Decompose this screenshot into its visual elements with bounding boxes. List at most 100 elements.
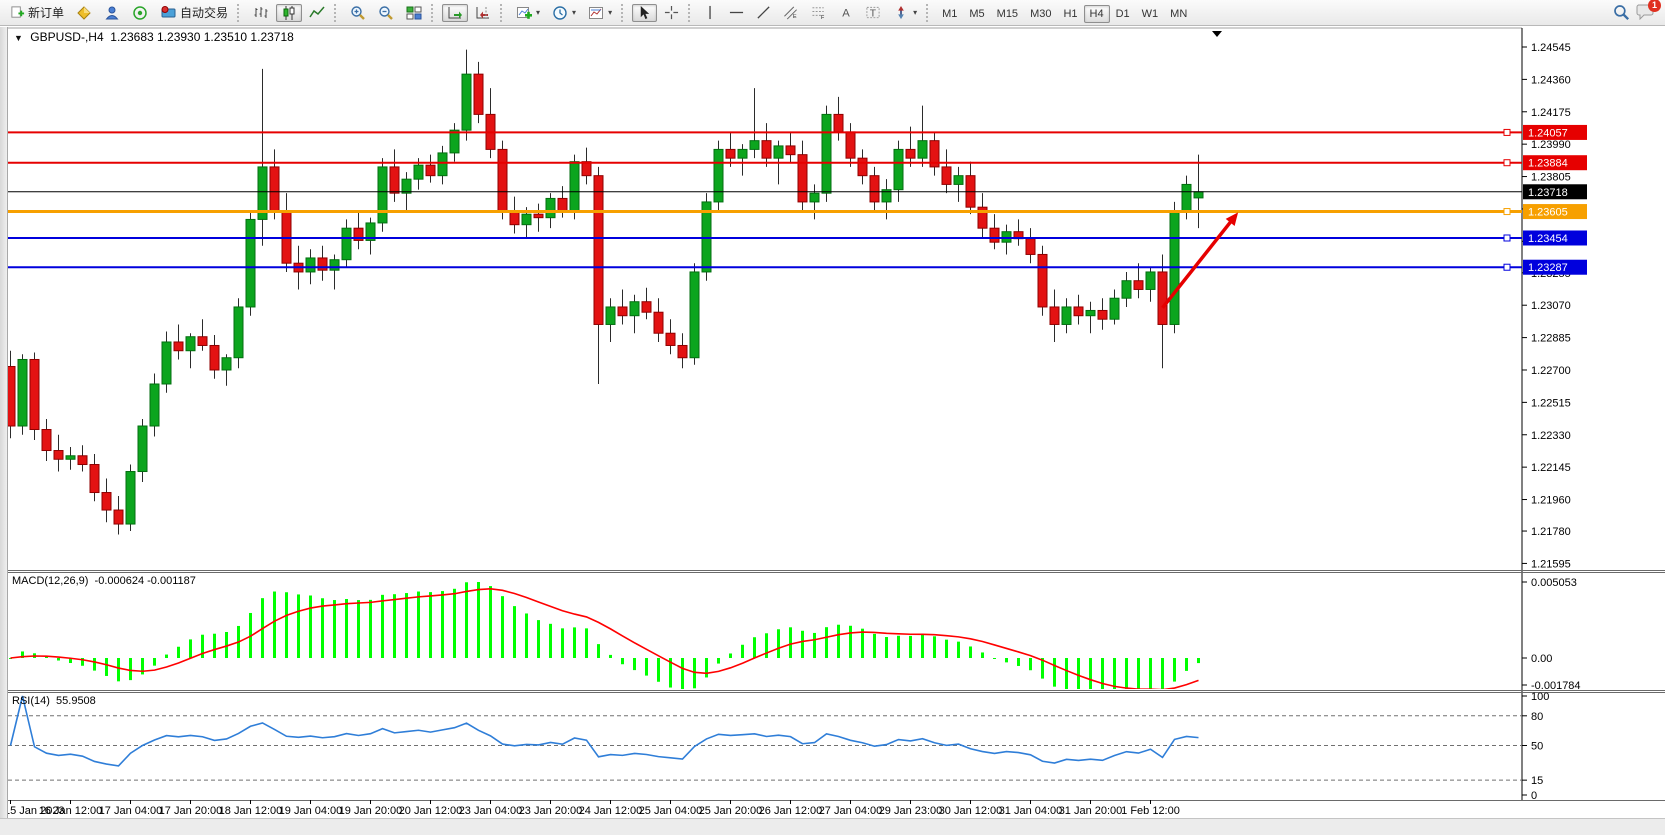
- window-left-edge: [0, 27, 8, 818]
- svg-text:1.23718: 1.23718: [1528, 187, 1568, 199]
- chart-shift-marker[interactable]: [1212, 31, 1222, 37]
- equidistant-channel-button[interactable]: E: [778, 4, 804, 22]
- svg-text:100: 100: [1531, 691, 1549, 703]
- candle: [161, 341, 172, 385]
- timeframe-button-H4[interactable]: H4: [1083, 4, 1110, 23]
- timeframe-button-MN[interactable]: MN: [1170, 7, 1188, 20]
- zoom-in-button[interactable]: [345, 4, 371, 22]
- notifications-button[interactable]: 1: [1636, 0, 1661, 23]
- candle: [329, 259, 340, 271]
- navigator-button[interactable]: [127, 4, 153, 22]
- toolbar-right-group: 1: [1613, 0, 1661, 23]
- trend-arrow-annotation[interactable]: [1161, 212, 1239, 309]
- crosshair-button[interactable]: [659, 4, 684, 22]
- svg-text:23 Jan 20:00: 23 Jan 20:00: [519, 805, 583, 817]
- line-chart-type-button[interactable]: [304, 4, 330, 22]
- candle: [425, 164, 436, 177]
- signal-icon: [133, 5, 147, 20]
- diamond-icon: [77, 5, 91, 20]
- svg-text:50: 50: [1531, 741, 1543, 753]
- rsi-line: [9, 695, 1199, 767]
- svg-text:19 Jan 20:00: 19 Jan 20:00: [339, 805, 403, 817]
- horizontal-line-button[interactable]: [724, 4, 749, 22]
- templates-icon: [589, 6, 604, 19]
- zoom-out-button[interactable]: [373, 4, 399, 22]
- price-badge: [1523, 204, 1587, 220]
- line-handle[interactable]: [1503, 234, 1511, 242]
- svg-text:1.23884: 1.23884: [1528, 158, 1568, 170]
- svg-text:25 Jan 20:00: 25 Jan 20:00: [699, 805, 763, 817]
- candlestick-chart-type-button[interactable]: [276, 3, 303, 22]
- timeframe-button-W1[interactable]: W1: [1141, 7, 1159, 20]
- timeframe-button-D1[interactable]: D1: [1115, 7, 1130, 20]
- chart-header: ▼ GBPUSD-,H4 1.23683 1.23930 1.23510 1.2…: [14, 30, 294, 44]
- cursor-button[interactable]: [632, 3, 658, 22]
- candle: [137, 425, 148, 473]
- vertical-line-button[interactable]: [699, 4, 722, 22]
- candle: [53, 450, 64, 460]
- data-window-button[interactable]: [99, 4, 125, 22]
- candle: [257, 166, 268, 220]
- candle: [869, 175, 880, 203]
- tile-windows-button[interactable]: [401, 4, 427, 22]
- indicators-button[interactable]: ▾: [511, 4, 545, 22]
- svg-text:27 Jan 04:00: 27 Jan 04:00: [819, 805, 883, 817]
- candle: [653, 311, 664, 334]
- market-watch-button[interactable]: [71, 4, 97, 22]
- symbol-dropdown-icon[interactable]: ▼: [14, 33, 23, 43]
- candle: [41, 429, 52, 452]
- main-toolbar: 新订单 自动交易 ▾ ▾: [0, 0, 1665, 26]
- indicators-icon: [517, 6, 533, 19]
- candle: [401, 178, 412, 194]
- line-handle[interactable]: [1503, 159, 1511, 167]
- candle: [833, 113, 844, 133]
- toolbar-grip: [237, 3, 244, 22]
- candle: [749, 140, 760, 150]
- text-button[interactable]: A: [834, 4, 858, 22]
- timeframe-button-H1[interactable]: H1: [1063, 7, 1078, 20]
- line-handle[interactable]: [1503, 128, 1511, 136]
- timeframe-button-M15[interactable]: M15: [996, 7, 1019, 20]
- timeframe-button-M5[interactable]: M5: [969, 7, 985, 20]
- timeframe-button-M30[interactable]: M30: [1030, 7, 1052, 20]
- svg-text:23 Jan 04:00: 23 Jan 04:00: [459, 805, 523, 817]
- text-label-button[interactable]: T: [860, 4, 886, 22]
- window-footer: [0, 818, 1665, 835]
- fibonacci-button[interactable]: F: [806, 4, 832, 22]
- candle: [773, 145, 784, 159]
- dropdown-caret: ▾: [572, 8, 577, 17]
- search-icon[interactable]: [1613, 4, 1630, 21]
- line-handle[interactable]: [1503, 208, 1511, 216]
- candle: [593, 175, 604, 325]
- profile-icon: [105, 6, 119, 19]
- svg-text:1.22885: 1.22885: [1531, 333, 1571, 345]
- auto-scroll-button[interactable]: [442, 3, 469, 22]
- candle: [677, 344, 688, 359]
- candle: [1145, 271, 1156, 290]
- candle: [761, 140, 772, 159]
- rsi-name: RSI(14): [12, 695, 50, 707]
- candle: [905, 148, 916, 159]
- svg-text:1.23287: 1.23287: [1528, 262, 1568, 274]
- label-icon: T: [866, 6, 880, 19]
- trendline-button[interactable]: [751, 4, 776, 22]
- new-order-button[interactable]: 新订单: [5, 4, 69, 22]
- timeframe-button-M1[interactable]: M1: [942, 7, 958, 20]
- bar-chart-type-button[interactable]: [248, 4, 274, 22]
- candle: [1097, 309, 1108, 320]
- candle: [809, 192, 820, 203]
- candle: [557, 197, 568, 212]
- svg-text:1.23605: 1.23605: [1528, 207, 1568, 219]
- svg-text:E: E: [793, 14, 797, 20]
- templates-button[interactable]: ▾: [583, 4, 617, 22]
- periods-button[interactable]: ▾: [547, 4, 581, 22]
- arrows-button[interactable]: ▾: [888, 4, 922, 22]
- line-handle[interactable]: [1503, 263, 1511, 271]
- price-lines-layer[interactable]: 1.24057 1.23884 1.23718 1.23605 1.23454 1.232…: [8, 124, 1587, 275]
- svg-text:15: 15: [1531, 775, 1543, 787]
- autotrade-button[interactable]: 自动交易: [155, 4, 233, 22]
- chart-shift-button[interactable]: [470, 4, 496, 22]
- candle: [581, 161, 592, 177]
